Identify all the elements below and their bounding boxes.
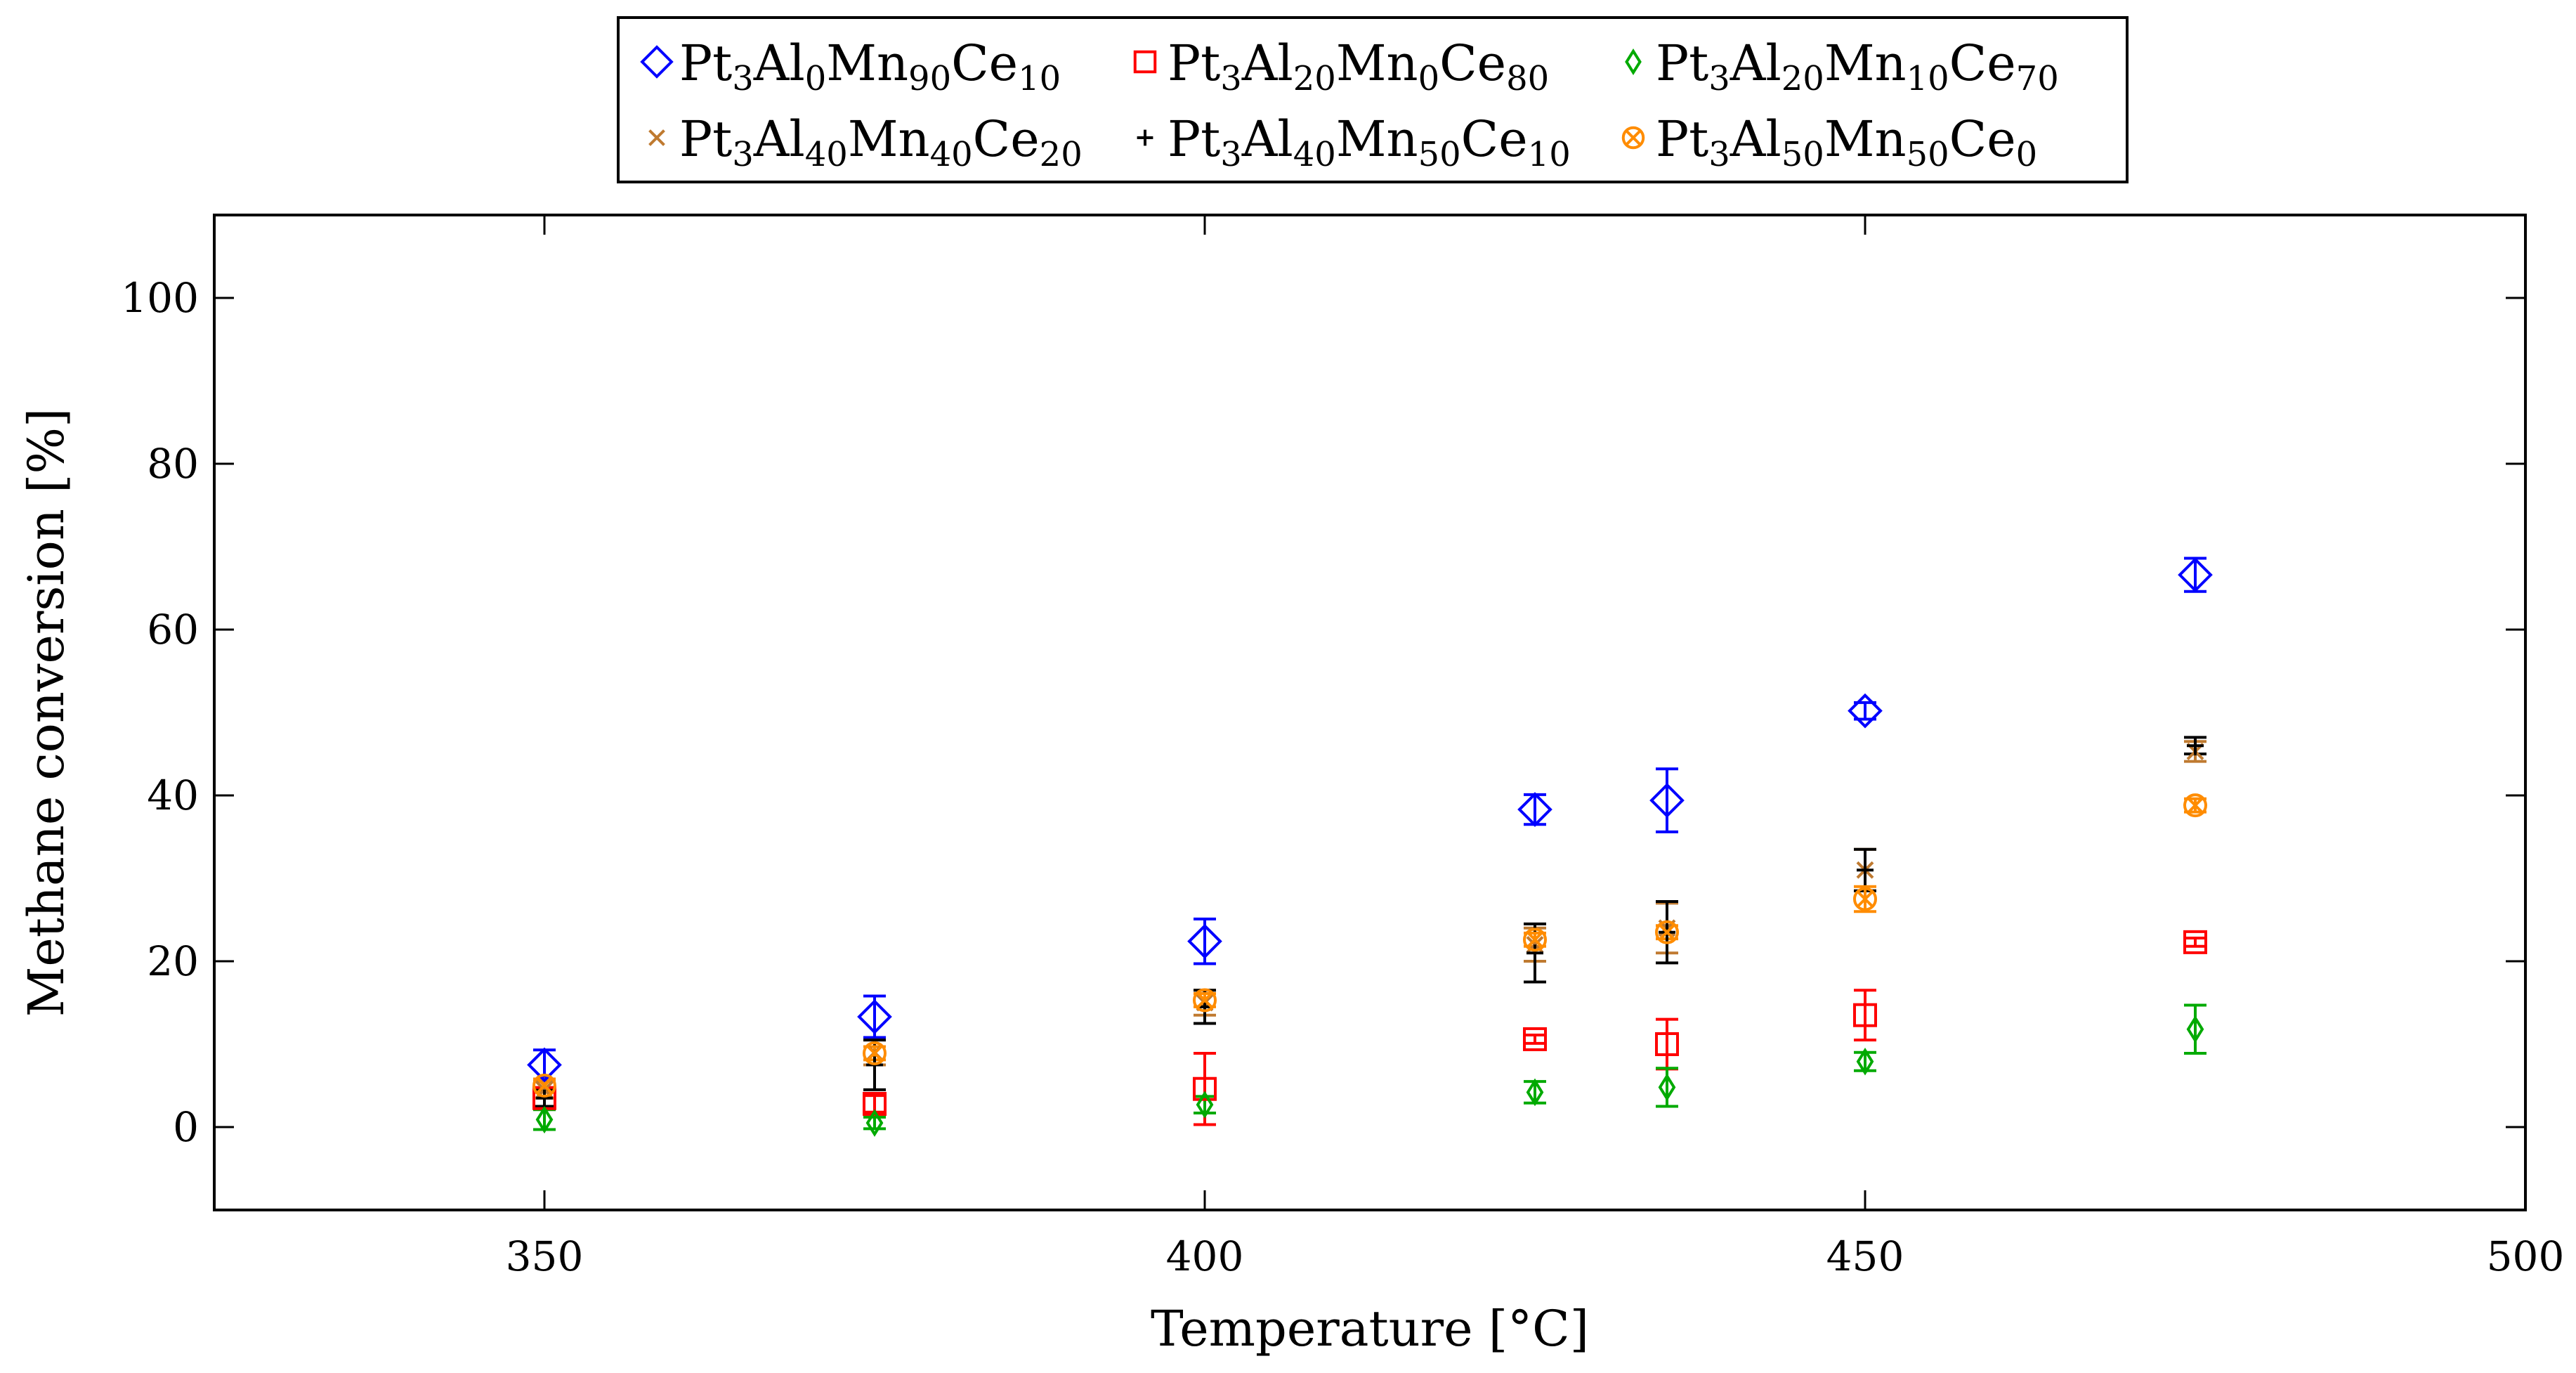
x-tick-label: 450 xyxy=(1826,1232,1904,1280)
data-point-series-2 xyxy=(863,1091,887,1116)
data-point-series-2 xyxy=(1655,1032,1679,1056)
legend-marker-series-2 xyxy=(1133,50,1157,74)
legend: Pt3Al0Mn90Ce10 Pt3Al20Mn0Ce80 Pt3Al20Mn10C… xyxy=(617,16,2129,183)
legend-box xyxy=(617,16,2129,183)
data-point-series-3 xyxy=(1658,1073,1676,1102)
legend-marker-series-1 xyxy=(640,45,674,79)
legend-marker-series-6 xyxy=(1621,126,1645,150)
error-bar-series-2 xyxy=(1854,989,1876,1042)
y-tick-label: 80 xyxy=(147,440,199,488)
data-point-series-1 xyxy=(857,999,892,1034)
data-point-series-1 xyxy=(1517,792,1552,827)
data-point-series-5 xyxy=(2187,737,2204,755)
x-tick-label: 350 xyxy=(506,1232,584,1280)
y-tick-label: 0 xyxy=(173,1103,199,1151)
data-point-series-1 xyxy=(2178,557,2213,592)
data-point-series-3 xyxy=(535,1105,554,1134)
legend-label-series-6: Pt3Al50Mn50Ce0 xyxy=(1656,110,2037,174)
axes xyxy=(213,214,2527,1211)
data-point-series-6 xyxy=(1853,887,1877,911)
data-point-series-3 xyxy=(1526,1078,1544,1107)
data-point-series-1 xyxy=(527,1047,562,1083)
x-tick-label: 400 xyxy=(1166,1232,1244,1280)
data-point-series-1 xyxy=(1649,783,1685,818)
data-point-series-3 xyxy=(865,1109,884,1137)
data-point-series-3 xyxy=(1856,1048,1874,1076)
error-bar-series-3 xyxy=(863,1115,886,1131)
data-point-series-1 xyxy=(1187,923,1222,959)
data-point-series-3 xyxy=(1196,1091,1214,1119)
y-tick-label: 60 xyxy=(147,606,199,653)
data-point-series-5 xyxy=(1526,944,1543,962)
legend-marker-series-5 xyxy=(1137,129,1153,146)
legend-label-series-1: Pt3Al0Mn90Ce10 xyxy=(679,34,1061,98)
data-point-series-6 xyxy=(2183,793,2207,818)
legend-marker-series-3 xyxy=(1625,48,1642,75)
legend-marker-series-4 xyxy=(648,129,665,146)
error-bar-series-2 xyxy=(1524,1034,1546,1045)
data-markers xyxy=(527,557,2213,1137)
legend-label-series-4: Pt3Al40Mn40Ce20 xyxy=(679,110,1083,174)
x-tick-label: 500 xyxy=(2487,1232,2565,1280)
legend-label-series-5: Pt3Al40Mn50Ce10 xyxy=(1168,110,1571,174)
data-point-series-5 xyxy=(1857,861,1874,879)
data-point-series-2 xyxy=(1853,1003,1877,1027)
legend-label-series-2: Pt3Al20Mn0Ce80 xyxy=(1168,34,1549,98)
error-bar-series-1 xyxy=(1656,767,1678,833)
error-bar-series-3 xyxy=(2184,1003,2206,1055)
data-point-series-3 xyxy=(2186,1015,2204,1043)
data-point-series-6 xyxy=(1655,920,1679,944)
y-tick-label: 40 xyxy=(147,772,199,819)
plot-frame xyxy=(213,214,2527,1211)
data-point-series-6 xyxy=(1193,988,1217,1013)
y-axis-title: Methane conversion [%] xyxy=(18,408,75,1017)
x-axis-title: Temperature [°C] xyxy=(1151,1300,1589,1358)
data-point-series-2 xyxy=(1193,1076,1217,1101)
error-bar-series-2 xyxy=(2184,936,2206,948)
y-tick-label: 20 xyxy=(147,937,199,985)
data-point-series-1 xyxy=(1848,693,1883,729)
data-point-series-2 xyxy=(2183,930,2207,954)
data-point-series-2 xyxy=(1523,1027,1547,1051)
ticks: 350 400 450 500 0 20 40 60 80 100 xyxy=(121,215,2564,1280)
data-point-series-6 xyxy=(532,1074,556,1098)
legend-label-series-3: Pt3Al20Mn10Ce70 xyxy=(1656,34,2059,98)
data-point-series-5 xyxy=(536,1089,553,1107)
data-point-series-6 xyxy=(1523,928,1547,952)
y-tick-label: 100 xyxy=(121,274,199,322)
data-point-series-6 xyxy=(863,1041,887,1065)
